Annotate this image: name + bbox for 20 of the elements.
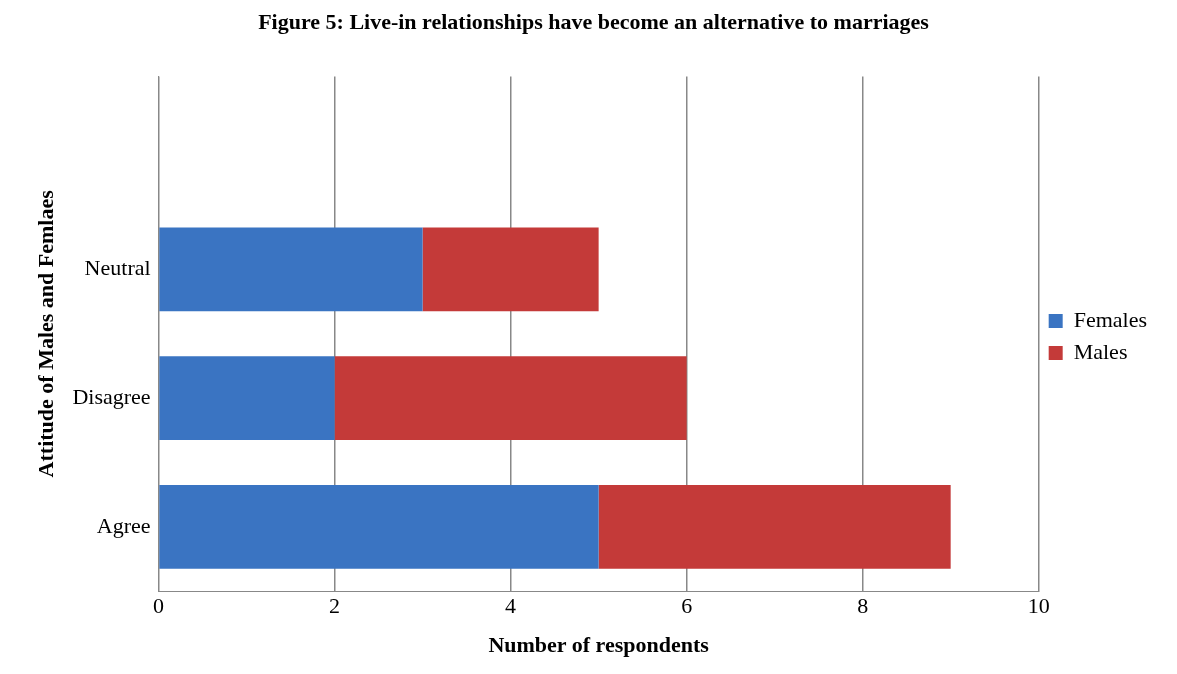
y-tick-label: Disagree — [72, 383, 151, 409]
legend-label: Females — [1073, 306, 1148, 332]
x-tick-label: 8 — [857, 593, 869, 619]
x-tick-label: 10 — [1027, 593, 1050, 619]
y-tick-label: Agree — [96, 512, 151, 538]
bar — [159, 485, 599, 569]
bar — [598, 485, 951, 569]
bar — [159, 227, 423, 312]
x-tick-label: 6 — [681, 593, 693, 619]
legend-label: Males — [1073, 338, 1128, 364]
y-axis-title: Attitude of Males and Femlaes — [32, 189, 58, 478]
x-tick-label: 2 — [329, 593, 341, 619]
bar — [422, 227, 599, 312]
x-tick-label: 0 — [153, 593, 165, 619]
x-axis-title: Number of respondents — [488, 632, 710, 658]
y-tick-label: Neutral — [84, 255, 151, 281]
chart-title: Figure 5: Live-in relationships have become an alternative to marriages — [258, 8, 930, 34]
x-tick-label: 4 — [505, 593, 517, 619]
bar — [159, 356, 335, 440]
bar — [334, 356, 687, 440]
